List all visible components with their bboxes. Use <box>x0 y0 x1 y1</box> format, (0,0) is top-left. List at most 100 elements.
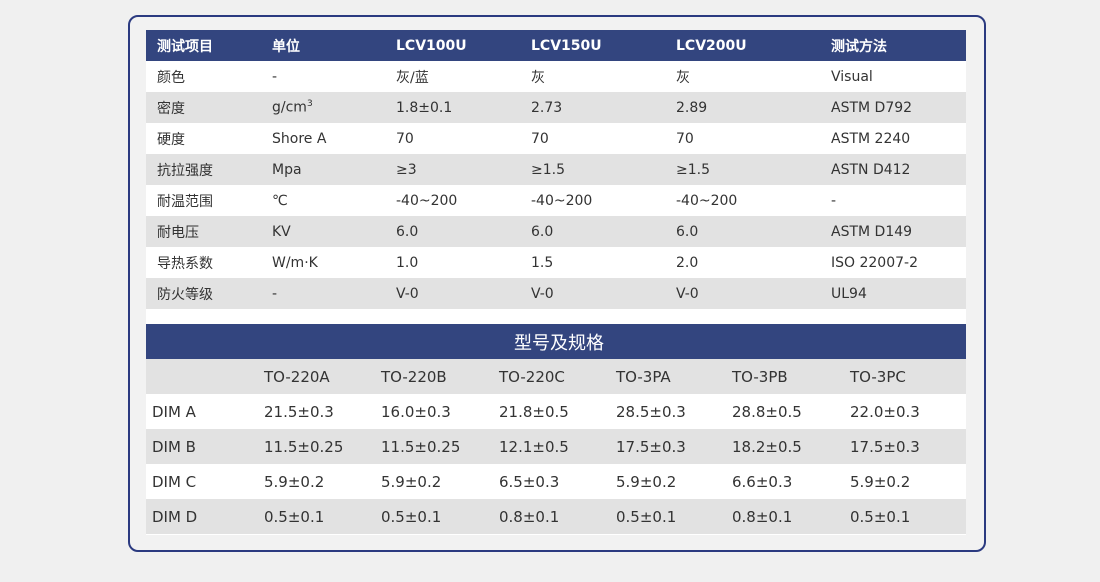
table-cell: 21.5±0.3 <box>264 402 334 421</box>
table-cell: V-0 <box>676 278 831 309</box>
table-cell: 5.9±0.2 <box>850 472 911 491</box>
unit-text: g/cm <box>272 99 307 116</box>
table-cell: Shore A <box>272 130 327 147</box>
table-cell: - <box>272 278 396 309</box>
table-cell: 70 <box>531 130 549 147</box>
column-header: 单位 <box>272 30 396 61</box>
table-cell: 70 <box>676 130 694 147</box>
table-cell: ASTM D792 <box>831 92 966 123</box>
unit-superscript: 3 <box>306 99 313 110</box>
table-cell: DIM A <box>152 402 196 421</box>
table-cell: 11.5±0.25 <box>264 429 381 464</box>
table-cell: 0.8±0.1 <box>499 499 616 534</box>
table-row: DIM B 11.5±0.25 11.5±0.25 12.1±0.5 17.5±0.3 1… <box>146 429 966 464</box>
density-unit: g/cm3 <box>272 92 396 123</box>
table-cell: ISO 22007-2 <box>831 254 918 271</box>
column-header: TO-220B <box>381 359 499 394</box>
table-cell: DIM B <box>146 429 264 464</box>
table-cell: 0.5±0.1 <box>381 499 499 534</box>
spec-header-row: TO-220A TO-220B TO-220C TO-3PA TO-3PB TO-3PC <box>146 359 966 394</box>
table-cell: 0.5±0.1 <box>850 499 966 534</box>
column-header <box>146 359 264 394</box>
table-cell: 6.0 <box>396 216 531 247</box>
table-cell: - <box>272 68 278 85</box>
column-header: 测试方法 <box>831 30 966 61</box>
table-row: DIM D 0.5±0.1 0.5±0.1 0.8±0.1 0.5±0.1 0.8±0.1… <box>146 499 966 534</box>
table-cell: V-0 <box>396 278 531 309</box>
table-cell: 28.8±0.5 <box>732 402 802 421</box>
table-cell: 6.6±0.3 <box>732 472 793 491</box>
table-cell: 灰/蓝 <box>396 69 429 86</box>
table-cell: 颜色 <box>157 69 185 86</box>
table-cell: 17.5±0.3 <box>850 429 966 464</box>
table-cell: 22.0±0.3 <box>850 402 920 421</box>
column-header: LCV150U <box>531 30 676 61</box>
table-cell: 12.1±0.5 <box>499 429 616 464</box>
table-cell: Visual <box>831 68 873 85</box>
table-cell: 硬度 <box>157 131 185 148</box>
table-cell: 耐电压 <box>146 216 272 247</box>
table-cell: 2.73 <box>531 92 676 123</box>
table-cell: 5.9±0.2 <box>616 472 677 491</box>
table-cell: 1.8±0.1 <box>396 92 531 123</box>
table-cell: 2.0 <box>676 254 699 271</box>
table-cell: DIM D <box>146 499 264 534</box>
table-cell: ASTM 2240 <box>831 130 911 147</box>
table-cell: 防火等级 <box>146 278 272 309</box>
table-cell: 5.9±0.2 <box>264 472 325 491</box>
spec-table-title: 型号及规格 <box>146 324 966 359</box>
table-cell: ≥1.5 <box>531 154 676 185</box>
table-cell: 2.89 <box>676 92 831 123</box>
table-cell: UL94 <box>831 278 966 309</box>
table-cell: 18.2±0.5 <box>732 429 850 464</box>
table-cell: ≥3 <box>396 154 531 185</box>
table-row: 防火等级 - V-0 V-0 V-0 UL94 <box>146 278 966 309</box>
properties-header-row: 测试项目 单位 LCV100U LCV150U LCV200U 测试方法 <box>146 30 966 61</box>
table-cell: 6.5±0.3 <box>499 472 560 491</box>
table-cell: ASTM D149 <box>831 216 966 247</box>
table-row: DIM A 21.5±0.3 16.0±0.3 21.8±0.5 28.5±0.3 28.… <box>146 394 966 429</box>
table-cell: 导热系数 <box>157 255 213 272</box>
table-cell: 6.0 <box>531 216 676 247</box>
table-cell: 0.5±0.1 <box>264 499 381 534</box>
column-header: 测试项目 <box>146 30 272 61</box>
column-header: LCV200U <box>676 30 831 61</box>
table-cell: 70 <box>396 130 414 147</box>
table-cell: 1.5 <box>531 254 554 271</box>
column-header: LCV100U <box>396 30 531 61</box>
table-row: 抗拉强度 Mpa ≥3 ≥1.5 ≥1.5 ASTN D412 <box>146 154 966 185</box>
table-row: 导热系数 W/m·K 1.0 1.5 2.0 ISO 22007-2 <box>146 247 966 278</box>
table-cell: Mpa <box>272 154 396 185</box>
spec-table: 型号及规格 TO-220A TO-220B TO-220C TO-3PA TO-3PB T… <box>146 324 966 534</box>
table-cell: 11.5±0.25 <box>381 429 499 464</box>
column-header: TO-3PA <box>616 359 732 394</box>
table-cell: - <box>831 192 837 209</box>
table-cell: 5.9±0.2 <box>381 472 442 491</box>
table-row: 密度 g/cm3 1.8±0.1 2.73 2.89 ASTM D792 <box>146 92 966 123</box>
table-cell: ASTN D412 <box>831 154 966 185</box>
table-row: DIM C 5.9±0.2 5.9±0.2 6.5±0.3 5.9±0.2 6.6±0.3… <box>146 464 966 499</box>
table-cell: 抗拉强度 <box>146 154 272 185</box>
table-cell: -40~200 <box>676 192 738 209</box>
table-cell: ℃ <box>272 192 288 209</box>
table-cell: 密度 <box>146 92 272 123</box>
table-cell: 0.5±0.1 <box>616 499 732 534</box>
column-header: TO-220C <box>499 359 616 394</box>
table-cell: DIM C <box>152 472 197 491</box>
table-cell: ≥1.5 <box>676 154 831 185</box>
table-cell: 17.5±0.3 <box>616 429 732 464</box>
table-cell: -40~200 <box>396 192 458 209</box>
column-header: TO-3PC <box>850 359 966 394</box>
column-header: TO-220A <box>264 359 381 394</box>
table-cell: 灰 <box>676 69 690 86</box>
table-row: 硬度 Shore A 70 70 70 ASTM 2240 <box>146 123 966 154</box>
properties-table: 测试项目 单位 LCV100U LCV150U LCV200U 测试方法 颜色 - 灰/蓝 灰 灰… <box>146 30 966 309</box>
table-cell: 28.5±0.3 <box>616 402 686 421</box>
table-row: 耐电压 KV 6.0 6.0 6.0 ASTM D149 <box>146 216 966 247</box>
table-cell: 6.0 <box>676 216 831 247</box>
table-cell: 16.0±0.3 <box>381 402 451 421</box>
table-row: 耐温范围 ℃ -40~200 -40~200 -40~200 - <box>146 185 966 216</box>
column-header: TO-3PB <box>732 359 850 394</box>
table-cell: -40~200 <box>531 192 593 209</box>
table-row: 颜色 - 灰/蓝 灰 灰 Visual <box>146 61 966 92</box>
